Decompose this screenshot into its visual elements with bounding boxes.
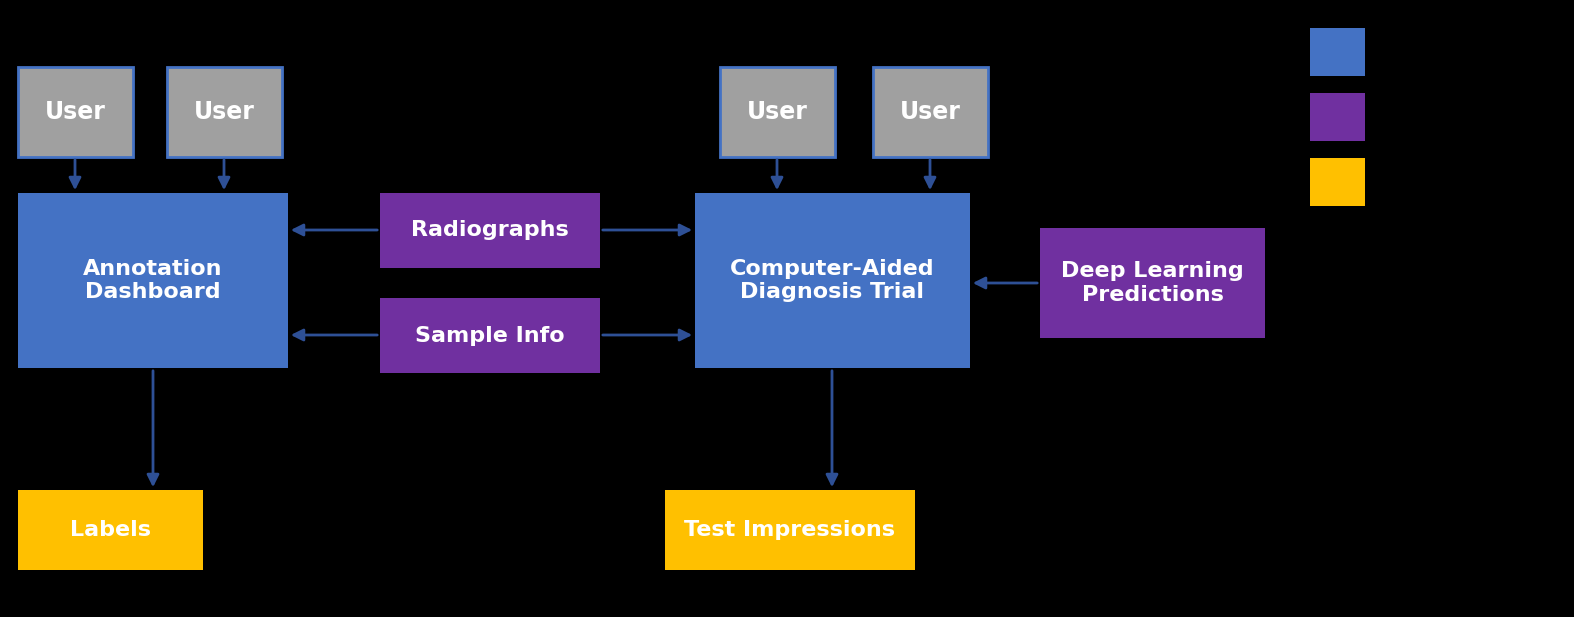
FancyBboxPatch shape xyxy=(1040,228,1265,338)
FancyBboxPatch shape xyxy=(379,193,600,268)
FancyBboxPatch shape xyxy=(379,298,600,373)
FancyBboxPatch shape xyxy=(167,67,282,157)
FancyBboxPatch shape xyxy=(17,490,203,570)
FancyBboxPatch shape xyxy=(1310,93,1365,141)
Text: Computer-Aided
Diagnosis Trial: Computer-Aided Diagnosis Trial xyxy=(730,259,935,302)
Text: User: User xyxy=(194,100,255,124)
FancyBboxPatch shape xyxy=(1310,28,1365,76)
FancyBboxPatch shape xyxy=(17,67,132,157)
FancyBboxPatch shape xyxy=(664,490,914,570)
Text: Annotation
Dashboard: Annotation Dashboard xyxy=(83,259,224,302)
Text: Radiographs: Radiographs xyxy=(411,220,568,241)
Text: Labels: Labels xyxy=(69,520,151,540)
Text: User: User xyxy=(900,100,962,124)
Text: User: User xyxy=(46,100,105,124)
FancyBboxPatch shape xyxy=(696,193,970,368)
Text: Sample Info: Sample Info xyxy=(416,326,565,346)
FancyBboxPatch shape xyxy=(1310,158,1365,206)
Text: Deep Learning
Predictions: Deep Learning Predictions xyxy=(1061,262,1243,305)
Text: User: User xyxy=(748,100,807,124)
Text: Test Impressions: Test Impressions xyxy=(685,520,896,540)
FancyBboxPatch shape xyxy=(874,67,988,157)
FancyBboxPatch shape xyxy=(17,193,288,368)
FancyBboxPatch shape xyxy=(719,67,834,157)
